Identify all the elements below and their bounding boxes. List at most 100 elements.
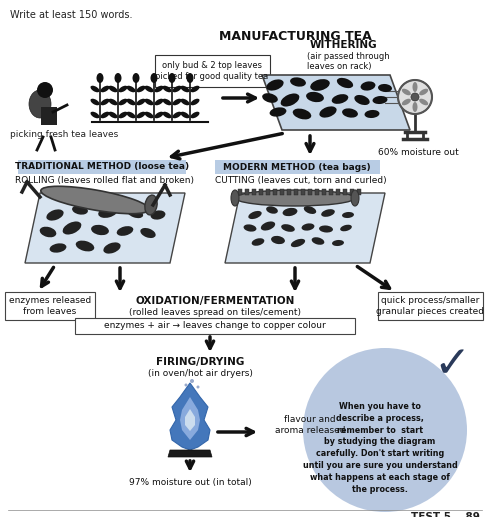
Polygon shape [170,383,210,450]
Ellipse shape [340,225,352,231]
Ellipse shape [103,242,121,254]
Bar [245,189,249,195]
Ellipse shape [163,99,172,105]
Ellipse shape [378,84,392,92]
Ellipse shape [372,96,388,104]
Ellipse shape [419,89,428,95]
Ellipse shape [91,112,99,118]
Ellipse shape [98,206,118,218]
Text: MANUFACTURING TEA: MANUFACTURING TEA [219,30,371,43]
Text: 60% moisture out: 60% moisture out [378,148,458,157]
Bar [280,189,284,195]
Ellipse shape [332,240,344,246]
Ellipse shape [145,112,153,118]
Text: only bud & 2 top leaves
picked for good quality tea: only bud & 2 top leaves picked for good … [155,62,269,81]
Circle shape [411,93,419,101]
Bar [336,189,340,195]
Text: picking fresh tea leaves: picking fresh tea leaves [10,130,118,139]
Ellipse shape [235,190,355,206]
Ellipse shape [290,78,306,87]
Text: flavour and
aroma released: flavour and aroma released [275,415,345,435]
Ellipse shape [191,99,199,105]
Ellipse shape [283,208,297,216]
Polygon shape [180,397,200,440]
Bar [322,189,326,195]
Bar [329,189,333,195]
Ellipse shape [244,224,256,232]
Bar [215,160,380,174]
Text: 97% moisture out (in total): 97% moisture out (in total) [128,478,251,486]
Ellipse shape [137,112,146,118]
Text: enzymes + air → leaves change to copper colour: enzymes + air → leaves change to copper … [104,322,326,330]
Ellipse shape [281,224,295,232]
Text: OXIDATION/FERMENTATION: OXIDATION/FERMENTATION [135,296,294,306]
Ellipse shape [163,86,172,93]
Ellipse shape [91,99,99,105]
Circle shape [398,80,432,114]
Ellipse shape [126,86,136,93]
Bar [273,189,277,195]
Circle shape [37,82,53,98]
Text: (air passed through
leaves on rack): (air passed through leaves on rack) [307,52,390,71]
Ellipse shape [180,99,190,105]
Ellipse shape [319,107,337,117]
Ellipse shape [154,86,164,93]
Bar [75,318,355,334]
Ellipse shape [108,86,118,93]
Ellipse shape [154,99,164,105]
Ellipse shape [137,86,146,93]
Ellipse shape [301,223,315,231]
Ellipse shape [252,238,264,246]
Ellipse shape [312,237,324,245]
Circle shape [303,348,467,512]
Bar [378,292,483,320]
Text: quick process/smaller
granular pieces created: quick process/smaller granular pieces cr… [376,296,484,316]
Ellipse shape [91,86,99,93]
Text: ✓: ✓ [433,343,470,387]
Ellipse shape [337,78,353,88]
Ellipse shape [172,112,181,118]
Ellipse shape [304,206,316,214]
Ellipse shape [108,99,118,105]
Ellipse shape [140,228,156,238]
Bar [5,292,95,320]
Circle shape [196,386,199,388]
Bar [238,189,242,195]
Ellipse shape [127,208,143,218]
Ellipse shape [267,80,284,90]
Text: TRADITIONAL METHOD (loose tea): TRADITIONAL METHOD (loose tea) [15,162,189,172]
Ellipse shape [91,225,109,235]
Bar [41,107,57,125]
Ellipse shape [413,102,417,112]
Ellipse shape [41,186,149,214]
Ellipse shape [63,221,81,235]
Bar [266,189,270,195]
Ellipse shape [172,86,181,93]
Ellipse shape [351,190,359,206]
Ellipse shape [231,190,239,206]
Text: ROLLING (leaves rolled flat and broken): ROLLING (leaves rolled flat and broken) [15,175,194,185]
Bar [350,189,354,195]
Bar [315,189,319,195]
Ellipse shape [365,110,379,118]
Bar [259,189,263,195]
Ellipse shape [163,112,172,118]
Ellipse shape [119,99,127,105]
Ellipse shape [419,99,428,105]
Ellipse shape [47,209,64,221]
Ellipse shape [413,82,417,92]
Ellipse shape [76,240,94,251]
Ellipse shape [145,195,157,215]
Ellipse shape [145,86,153,93]
Ellipse shape [119,112,127,118]
Ellipse shape [271,236,285,244]
Ellipse shape [402,99,411,105]
Ellipse shape [321,209,335,217]
Ellipse shape [145,99,153,105]
Text: (rolled leaves spread on tiles/cement): (rolled leaves spread on tiles/cement) [129,308,301,317]
Ellipse shape [248,211,262,219]
Ellipse shape [342,212,354,218]
Text: WITHERING: WITHERING [310,40,378,50]
Ellipse shape [119,86,127,93]
Ellipse shape [402,89,411,95]
